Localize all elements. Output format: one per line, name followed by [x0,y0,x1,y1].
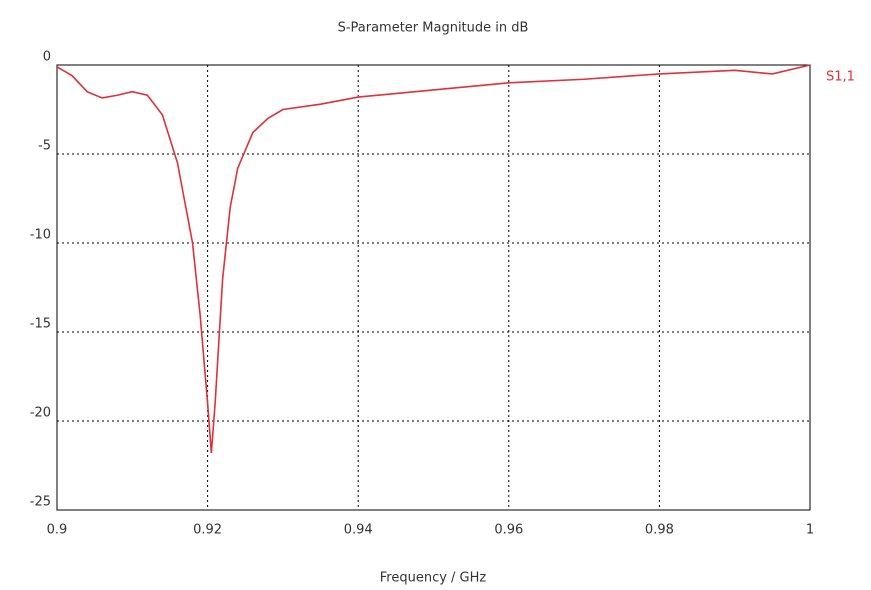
y-tick-label: 0 [43,50,51,65]
y-tick-label: -5 [38,139,51,154]
x-tick-label: 0.96 [494,523,523,538]
x-tick-label: 1 [806,523,814,538]
x-tick-label: 0.92 [193,523,222,538]
data-line [56,64,811,454]
legend-label: S1,1 [826,70,855,85]
x-tick-label: 0.98 [645,523,674,538]
y-tick-label: -20 [30,406,51,421]
y-tick-label: -10 [30,228,51,243]
plot-area [56,64,811,511]
x-axis-label: Frequency / GHz [380,571,487,586]
x-tick-label: 0.94 [344,523,373,538]
chart-title: S-Parameter Magnitude in dB [338,21,529,36]
y-tick-label: -25 [30,495,51,510]
x-tick-label: 0.9 [47,523,68,538]
y-tick-label: -15 [30,317,51,332]
